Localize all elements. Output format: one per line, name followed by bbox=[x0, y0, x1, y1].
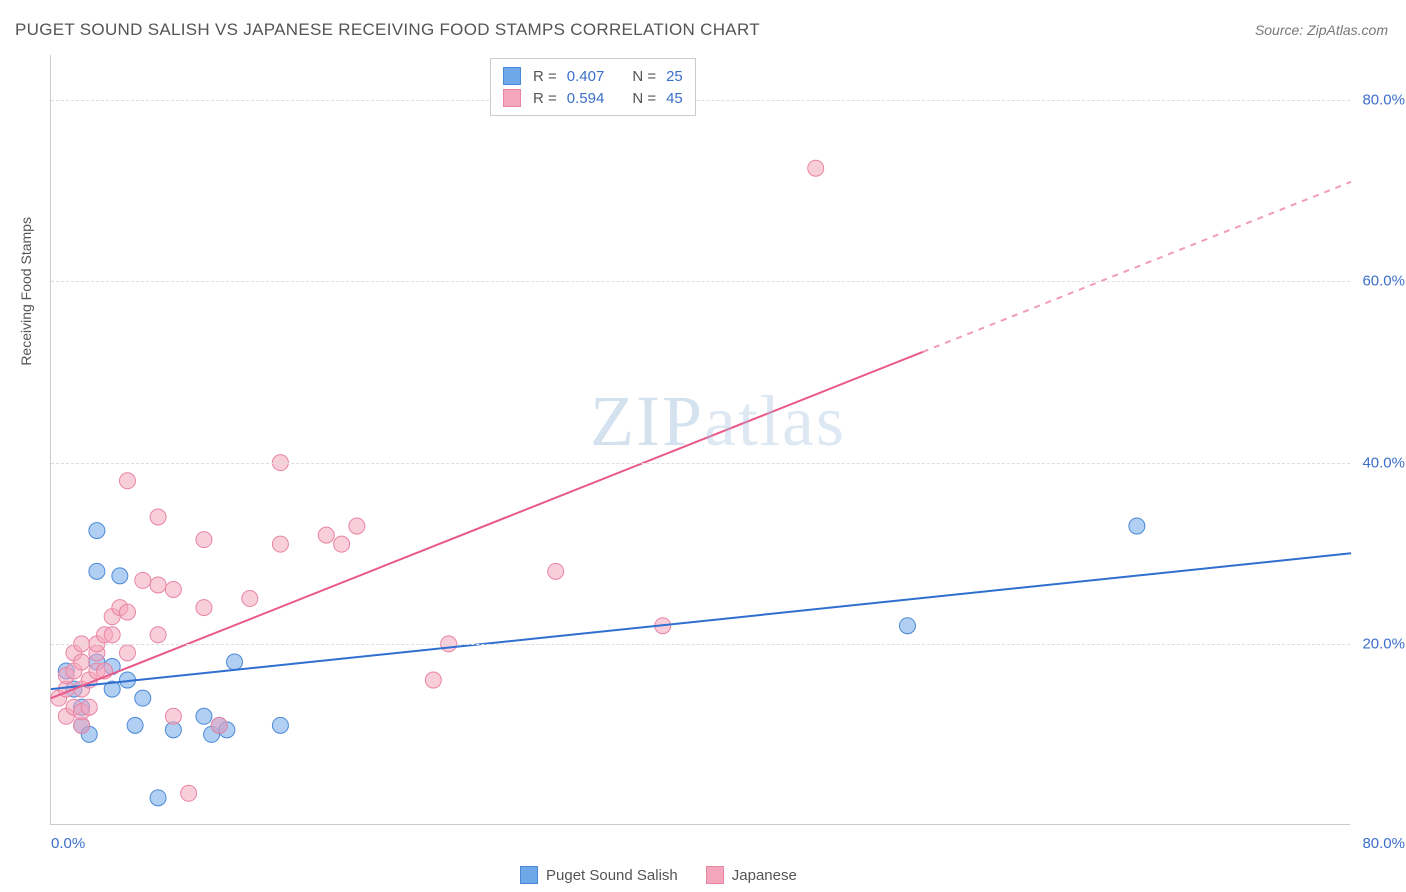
trend-line-dashed bbox=[923, 182, 1351, 352]
stats-row: R = 0.407 N = 25 bbox=[503, 65, 683, 87]
scatter-point bbox=[349, 518, 365, 534]
scatter-point bbox=[808, 160, 824, 176]
stat-label-n: N = bbox=[632, 90, 656, 107]
scatter-point bbox=[227, 654, 243, 670]
scatter-point bbox=[104, 627, 120, 643]
scatter-point bbox=[150, 627, 166, 643]
scatter-point bbox=[425, 672, 441, 688]
scatter-point bbox=[196, 532, 212, 548]
source-label: Source: ZipAtlas.com bbox=[1255, 22, 1388, 38]
chart-container: PUGET SOUND SALISH VS JAPANESE RECEIVING… bbox=[0, 0, 1406, 892]
scatter-point bbox=[196, 600, 212, 616]
scatter-point bbox=[165, 581, 181, 597]
grid-line bbox=[51, 463, 1350, 464]
stat-value-r: 0.407 bbox=[567, 68, 605, 85]
scatter-point bbox=[272, 717, 288, 733]
legend-item: Puget Sound Salish bbox=[520, 866, 678, 884]
legend-label: Japanese bbox=[732, 867, 797, 884]
legend-swatch bbox=[706, 866, 724, 884]
chart-title: PUGET SOUND SALISH VS JAPANESE RECEIVING… bbox=[15, 20, 760, 40]
y-tick-label: 20.0% bbox=[1362, 635, 1405, 652]
scatter-point bbox=[181, 785, 197, 801]
legend-item: Japanese bbox=[706, 866, 797, 884]
stat-value-r: 0.594 bbox=[567, 90, 605, 107]
scatter-point bbox=[211, 717, 227, 733]
scatter-point bbox=[89, 563, 105, 579]
stat-label-r: R = bbox=[533, 68, 557, 85]
series-legend: Puget Sound Salish Japanese bbox=[520, 866, 797, 884]
scatter-point bbox=[119, 645, 135, 661]
scatter-point bbox=[135, 572, 151, 588]
stat-label-r: R = bbox=[533, 90, 557, 107]
plot-svg bbox=[51, 55, 1350, 824]
scatter-point bbox=[150, 509, 166, 525]
scatter-point bbox=[318, 527, 334, 543]
y-tick-label: 80.0% bbox=[1362, 92, 1405, 109]
scatter-point bbox=[81, 699, 97, 715]
y-axis-title: Receiving Food Stamps bbox=[18, 217, 34, 366]
scatter-point bbox=[119, 604, 135, 620]
scatter-point bbox=[899, 618, 915, 634]
scatter-point bbox=[548, 563, 564, 579]
scatter-point bbox=[74, 654, 90, 670]
x-tick-label: 0.0% bbox=[51, 835, 85, 852]
scatter-point bbox=[112, 568, 128, 584]
legend-swatch bbox=[520, 866, 538, 884]
scatter-point bbox=[165, 708, 181, 724]
stat-label-n: N = bbox=[632, 68, 656, 85]
scatter-point bbox=[196, 708, 212, 724]
grid-line bbox=[51, 281, 1350, 282]
scatter-point bbox=[334, 536, 350, 552]
scatter-point bbox=[1129, 518, 1145, 534]
scatter-point bbox=[135, 690, 151, 706]
y-tick-label: 40.0% bbox=[1362, 454, 1405, 471]
x-tick-label: 80.0% bbox=[1362, 835, 1405, 852]
legend-swatch bbox=[503, 89, 521, 107]
scatter-point bbox=[150, 577, 166, 593]
grid-line bbox=[51, 644, 1350, 645]
stats-row: R = 0.594 N = 45 bbox=[503, 87, 683, 109]
scatter-point bbox=[89, 523, 105, 539]
stat-value-n: 25 bbox=[666, 68, 683, 85]
stats-legend: R = 0.407 N = 25 R = 0.594 N = 45 bbox=[490, 58, 696, 116]
grid-line bbox=[51, 100, 1350, 101]
legend-swatch bbox=[503, 67, 521, 85]
scatter-point bbox=[242, 591, 258, 607]
scatter-point bbox=[119, 473, 135, 489]
legend-label: Puget Sound Salish bbox=[546, 867, 678, 884]
scatter-point bbox=[272, 536, 288, 552]
plot-area: 20.0%40.0%60.0%80.0%0.0%80.0% bbox=[50, 55, 1350, 825]
stat-value-n: 45 bbox=[666, 90, 683, 107]
y-tick-label: 60.0% bbox=[1362, 273, 1405, 290]
trend-line bbox=[51, 352, 923, 698]
scatter-point bbox=[150, 790, 166, 806]
scatter-point bbox=[127, 717, 143, 733]
